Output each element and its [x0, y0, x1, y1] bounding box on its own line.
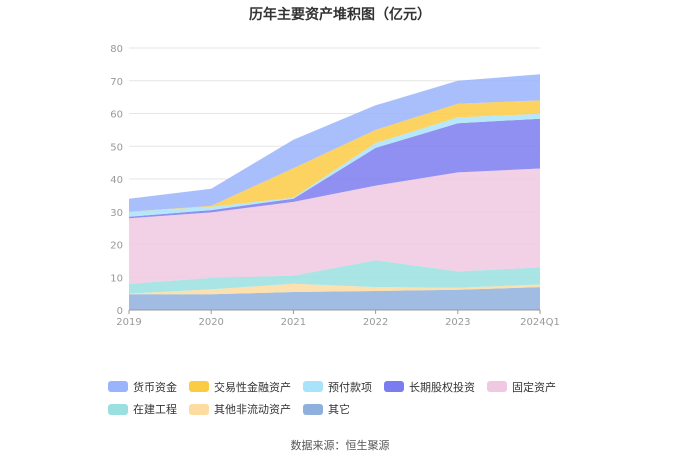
y-tick-label: 20: [110, 241, 123, 252]
axes: 0 10 20 30 40 50 60 70 80 2019 2020 2021 2022 2023 202…: [110, 44, 560, 328]
area-固定资产: [129, 168, 540, 284]
legend-label: 交易性金融资产: [214, 380, 291, 394]
legend-swatch: [108, 381, 128, 392]
legend-swatch: [189, 381, 209, 392]
area-交易性金融资产: [129, 100, 540, 212]
y-tick-label: 50: [110, 142, 123, 153]
legend-item[interactable]: 在建工程: [108, 402, 177, 416]
legend-label: 在建工程: [133, 403, 177, 416]
legend-swatch: [108, 403, 128, 415]
legend-swatch: [487, 381, 507, 392]
area-在建工程: [129, 260, 540, 294]
legend-label: 长期股权投资: [409, 380, 475, 394]
data-source-note: 数据来源：恒生聚源: [290, 439, 390, 452]
area-series: [129, 74, 540, 310]
legend-item[interactable]: 预付款项: [303, 380, 372, 394]
legend-label: 其他非流动资产: [214, 403, 291, 416]
x-tick-label: 2024Q1: [520, 317, 560, 328]
area-其它: [129, 287, 540, 310]
y-tick-label: 60: [110, 110, 123, 121]
chart-plot: 0 10 20 30 40 50 60 70 80 2019 2020 2021 2022 2023 202…: [110, 44, 560, 328]
legend-label: 固定资产: [512, 380, 556, 394]
legend-swatch: [189, 403, 209, 415]
legend-swatch: [303, 381, 323, 392]
x-tick-label: 2021: [281, 317, 306, 328]
y-tick-label: 30: [110, 208, 123, 219]
x-tick-label: 2019: [116, 317, 141, 328]
chart-title: 历年主要资产堆积图（亿元）: [249, 7, 431, 23]
y-tick-label: 80: [110, 44, 123, 55]
y-tick-label: 40: [110, 175, 123, 186]
chart-legend: 货币资金 交易性金融资产 预付款项 长期股权投资 固定资产在建工程 其他非流动资产 其它: [108, 377, 628, 422]
legend-item[interactable]: 交易性金融资产: [189, 380, 291, 394]
legend-label: 货币资金: [133, 380, 177, 394]
legend-item[interactable]: 固定资产: [487, 380, 556, 394]
legend-swatch: [384, 381, 404, 392]
legend-item[interactable]: 长期股权投资: [384, 380, 475, 394]
area-其他非流动资产: [129, 283, 540, 295]
legend-label: 预付款项: [328, 380, 372, 394]
legend-label: 其它: [328, 403, 350, 416]
area-货币资金: [129, 74, 540, 212]
y-tick-label: 70: [110, 77, 123, 88]
y-tick-label: 10: [110, 273, 123, 284]
legend-swatch: [303, 403, 323, 415]
legend-item[interactable]: 货币资金: [108, 380, 177, 394]
y-tick-label: 0: [117, 306, 123, 317]
x-tick-label: 2023: [445, 317, 470, 328]
area-长期股权投资: [129, 118, 540, 219]
x-tick-label: 2022: [363, 317, 388, 328]
x-tick-label: 2020: [198, 317, 223, 328]
legend-item[interactable]: 其它: [303, 402, 350, 416]
legend-item[interactable]: 其他非流动资产: [189, 402, 291, 416]
